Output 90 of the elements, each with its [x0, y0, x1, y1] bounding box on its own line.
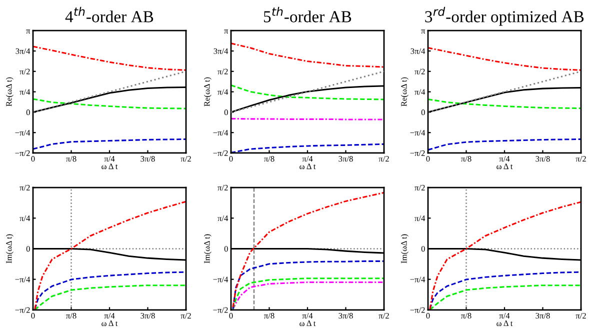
x-tick-label: 0	[31, 156, 35, 162]
y-tick-label: 3π/4	[214, 48, 228, 54]
line-series	[232, 192, 384, 308]
y-axis-title: Re(ωΔ t)	[6, 77, 14, 106]
y-tick-label: 0	[421, 246, 425, 252]
line-series	[428, 98, 581, 110]
y-tick-label: 0	[224, 110, 228, 116]
y-tick-label: 3π/4	[16, 48, 30, 54]
y-axis-title: Im(ωΔ t)	[400, 234, 408, 264]
x-tick-label: π/8	[461, 156, 472, 162]
line-series	[428, 138, 581, 151]
x-tick-label: π/4	[302, 312, 313, 319]
chart-title: 4$^{th}$-order AB	[65, 6, 154, 22]
y-tick-label: −π/4	[15, 276, 30, 282]
x-tick-label: π/8	[461, 312, 472, 319]
x-tick-label: 0	[31, 312, 35, 319]
y-tick-label: π/2	[414, 184, 425, 191]
line-series	[33, 138, 186, 150]
x-tick-label: 3π/8	[140, 156, 155, 162]
x-axis-title: ω Δ t	[300, 320, 316, 326]
y-tick-label: −π/2	[410, 307, 425, 313]
x-tick-label: π/2	[576, 312, 586, 319]
line-series	[428, 47, 581, 71]
x-axis-title: ω Δ t	[300, 164, 316, 170]
x-tick-label: π/4	[104, 156, 115, 162]
x-axis-title: ω Δ t	[496, 164, 513, 170]
line-series	[231, 42, 384, 68]
x-tick-label: π/4	[499, 156, 510, 162]
x-tick-label: π/2	[576, 156, 586, 162]
y-tick-label: −π/2	[213, 150, 228, 156]
x-tick-label: π/2	[180, 312, 191, 319]
line-series	[33, 46, 186, 71]
y-axis-title: Im(ωΔ t)	[6, 234, 14, 264]
y-tick-label: −π/2	[410, 150, 425, 156]
y-axis-title: Re(ωΔ t)	[400, 77, 408, 106]
x-tick-label: π/4	[302, 156, 313, 162]
x-tick-label: π/8	[66, 156, 76, 162]
y-axis-title: Re(ωΔ t)	[204, 77, 212, 106]
y-tick-label: −π/2	[213, 307, 228, 313]
y-tick-label: −π/4	[213, 276, 228, 282]
x-tick-label: 3π/8	[140, 312, 155, 319]
x-tick-label: π/2	[378, 156, 389, 162]
x-tick-label: 3π/8	[338, 156, 353, 162]
y-tick-label: π	[26, 30, 30, 34]
y-tick-label: π/4	[414, 89, 426, 95]
y-tick-label: −π/4	[213, 130, 228, 136]
x-tick-label: 0	[229, 156, 233, 162]
chart-title: 3$^{rd}$-order optimized AB	[425, 6, 584, 26]
y-tick-label: −π/4	[410, 276, 426, 282]
y-tick-label: π/4	[218, 216, 228, 222]
x-tick-label: 0	[229, 312, 233, 319]
line-series	[33, 98, 186, 110]
x-axis-title: ω Δ t	[496, 320, 513, 326]
y-tick-label: π/2	[20, 68, 30, 74]
y-tick-label: 0	[421, 110, 425, 116]
x-tick-label: π/4	[499, 312, 510, 319]
y-tick-label: π/2	[20, 184, 30, 191]
x-tick-label: 3π/8	[536, 156, 550, 162]
x-axis-title: ω Δ t	[102, 164, 118, 170]
y-tick-label: π/4	[414, 216, 426, 222]
y-tick-label: 0	[26, 110, 30, 116]
line-series	[231, 84, 384, 100]
y-tick-label: −π/4	[410, 130, 426, 136]
y-tick-label: π/4	[20, 216, 30, 222]
x-axis-title: ω Δ t	[102, 320, 118, 326]
x-tick-label: 0	[426, 156, 430, 162]
y-tick-label: −π/2	[15, 150, 30, 156]
y-tick-label: π/4	[218, 89, 228, 95]
x-tick-label: π/8	[264, 312, 274, 319]
y-tick-label: −π/4	[15, 130, 30, 136]
y-tick-label: 0	[224, 246, 228, 252]
x-tick-label: π/2	[378, 312, 389, 319]
x-tick-label: π/4	[104, 312, 115, 319]
x-tick-label: 3π/8	[338, 312, 353, 319]
y-tick-label: π	[421, 30, 426, 34]
y-axis-title: Im(ωΔ t)	[204, 234, 212, 264]
y-tick-label: π	[224, 30, 228, 34]
x-tick-label: π/2	[180, 156, 191, 162]
y-tick-label: π/2	[414, 68, 425, 74]
y-tick-label: 0	[26, 246, 30, 252]
y-tick-label: −π/2	[15, 307, 30, 313]
x-tick-label: 0	[426, 312, 430, 319]
x-tick-label: π/8	[264, 156, 274, 162]
y-tick-label: 3π/4	[410, 48, 426, 54]
x-tick-label: π/8	[66, 312, 76, 319]
x-tick-label: 3π/8	[536, 312, 550, 319]
y-tick-label: π/2	[218, 68, 228, 74]
chart-title: 5$^{th}$-order AB	[264, 6, 352, 22]
y-tick-label: π/4	[20, 89, 30, 95]
y-tick-label: π/2	[218, 184, 228, 191]
